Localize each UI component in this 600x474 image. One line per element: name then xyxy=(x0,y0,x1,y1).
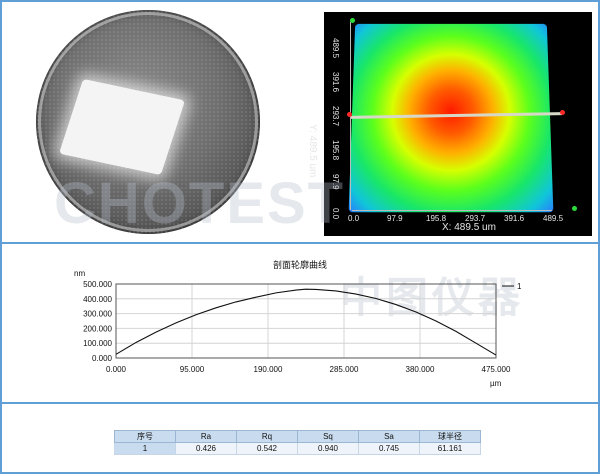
results-column-header: Sa xyxy=(359,431,420,443)
y-tick-label: 300.000 xyxy=(83,310,112,319)
y-tick-label: 200.000 xyxy=(83,324,112,333)
results-column-header: Rq xyxy=(237,431,298,443)
profile-chart: 0.000 95.000 190.000 285.000 380.000 475.000 0… xyxy=(2,246,598,404)
results-cell: 0.426 xyxy=(176,443,237,455)
heatmap-x-axis xyxy=(352,210,552,211)
heatmap-x-tick-label: 97.9 xyxy=(387,214,403,223)
legend-entry: 1 xyxy=(517,282,522,291)
y-tick-label: 0.000 xyxy=(92,354,113,363)
results-panel: 序号 Ra Rq Sq Sa 球半径 1 0.426 0.542 0.940 0.745 61.16… xyxy=(2,406,598,472)
heatmap-y-tick-label: 195.8 xyxy=(331,140,340,160)
x-tick-label: 0.000 xyxy=(106,365,127,374)
x-tick-label: 95.000 xyxy=(180,365,205,374)
heatmap-x-tick-label: 391.6 xyxy=(504,214,524,223)
sample-photo xyxy=(36,10,260,234)
heatmap-x-tick-label: 0.0 xyxy=(348,214,359,223)
axis-origin-marker-top xyxy=(350,18,355,23)
results-cell: 61.161 xyxy=(420,443,481,455)
results-cell: 0.745 xyxy=(359,443,420,455)
results-cell: 0.542 xyxy=(237,443,298,455)
profile-chart-panel: 中图仪器 剖面轮廓曲线 0.000 95.000 190.000 285.000 380… xyxy=(2,246,598,404)
y-tick-label: 100.000 xyxy=(83,339,112,348)
heatmap-y-title: Y: 489.5 um xyxy=(307,124,318,177)
y-tick-label: 500.000 xyxy=(83,280,112,289)
heatmap-y-tick-label: 489.5 xyxy=(331,38,340,58)
x-axis-label: µm xyxy=(490,379,502,388)
heatmap-y-tick-label: 293.7 xyxy=(331,106,340,126)
table-row: 1 0.426 0.542 0.940 0.745 61.161 xyxy=(115,443,481,455)
results-column-header: Sq xyxy=(298,431,359,443)
plot-frame xyxy=(116,284,496,358)
x-tick-label: 190.000 xyxy=(254,365,283,374)
results-table: 序号 Ra Rq Sq Sa 球半径 1 0.426 0.542 0.940 0.745 61.16… xyxy=(114,430,481,455)
y-tick-label: 400.000 xyxy=(83,295,112,304)
results-cell: 1 xyxy=(115,443,176,455)
heatmap-y-tick-label: 97.9 xyxy=(331,174,340,190)
height-map-3d[interactable]: 0.0 97.9 195.8 293.7 391.6 489.5 489.5 391.6 29… xyxy=(324,12,592,236)
section-end-marker[interactable] xyxy=(560,110,565,115)
x-tick-label: 475.000 xyxy=(482,365,511,374)
results-column-header: 球半径 xyxy=(420,431,481,443)
x-tick-label: 285.000 xyxy=(330,365,359,374)
results-body: 1 0.426 0.542 0.940 0.745 61.161 xyxy=(115,443,481,455)
y-axis-label: nm xyxy=(74,269,85,278)
heatmap-y-tick-label: 391.6 xyxy=(331,72,340,92)
results-cell: 0.940 xyxy=(298,443,359,455)
axis-origin-marker-right xyxy=(572,206,577,211)
section-start-marker[interactable] xyxy=(347,112,352,117)
x-tick-label: 380.000 xyxy=(406,365,435,374)
heatmap-y-tick-label: 0.0 xyxy=(331,208,340,219)
results-column-header: Ra xyxy=(176,431,237,443)
results-column-header: 序号 xyxy=(115,431,176,443)
heatmap-x-title: X: 489.5 um xyxy=(442,222,496,233)
image-panel: 0.0 97.9 195.8 293.7 391.6 489.5 489.5 391.6 29… xyxy=(2,2,598,244)
results-header-row: 序号 Ra Rq Sq Sa 球半径 xyxy=(115,431,481,443)
heatmap-x-tick-label: 489.5 xyxy=(543,214,563,223)
